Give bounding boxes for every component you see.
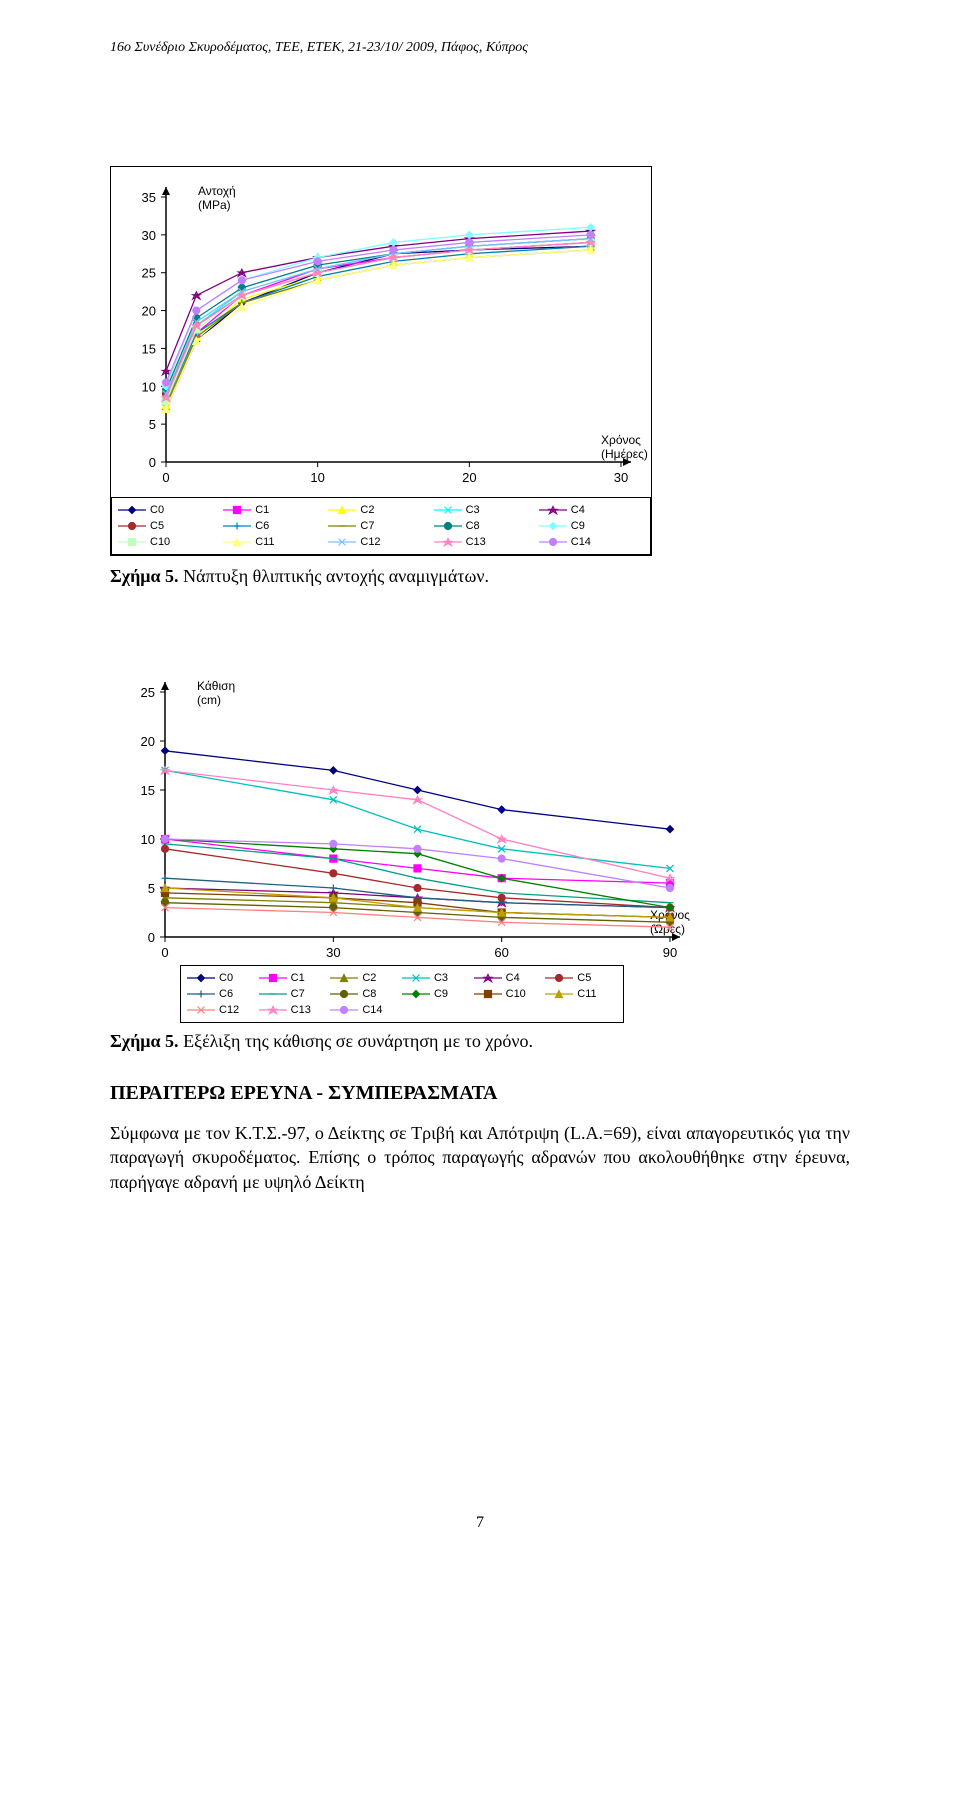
chart-1: 0 10 20 30 0 5 10 15 20 25 30 35 Αντοχή(MPa) Χρόνος(Η… — [111, 167, 651, 497]
legend-item: C12 — [328, 534, 433, 550]
svg-text:20: 20 — [142, 304, 156, 319]
legend-item: C7 — [259, 986, 331, 1002]
legend-item: C10 — [118, 534, 223, 550]
legend-item: C0 — [187, 970, 259, 986]
svg-text:5: 5 — [149, 417, 156, 432]
svg-text:(Ημέρες): (Ημέρες) — [601, 447, 648, 461]
svg-text:25: 25 — [142, 266, 156, 281]
legend-item: C6 — [223, 518, 328, 534]
chart-2-legend: C0C1C2C3C4C5 C6C7C8C9C10C11 C12C13C14 — [180, 965, 624, 1023]
legend-item: C1 — [223, 502, 328, 518]
figure-2-caption: Σχήμα 5. Εξέλιξη της κάθισης σε συνάρτησ… — [110, 1031, 850, 1052]
svg-text:20: 20 — [141, 734, 155, 749]
legend-item: C14 — [539, 534, 644, 550]
legend-item: C1 — [259, 970, 331, 986]
chart-1-legend: C0C1C2C3C4 C5C6C7C8C9 C10C11C12C13C14 — [111, 497, 651, 555]
legend-item: C0 — [118, 502, 223, 518]
svg-text:10: 10 — [141, 832, 155, 847]
svg-text:(MPa): (MPa) — [198, 198, 231, 212]
legend-item: C6 — [187, 986, 259, 1002]
legend-item: C2 — [330, 970, 402, 986]
section-heading: ΠΕΡΑΙΤΕΡΩ ΕΡΕΥΝΑ - ΣΥΜΠΕΡΑΣΜΑΤΑ — [110, 1082, 850, 1105]
svg-text:90: 90 — [663, 945, 677, 960]
legend-item: C3 — [402, 970, 474, 986]
legend-item: C5 — [118, 518, 223, 534]
legend-item: C5 — [545, 970, 617, 986]
legend-item: C9 — [402, 986, 474, 1002]
svg-text:5: 5 — [148, 881, 155, 896]
svg-text:0: 0 — [162, 470, 169, 485]
legend-item: C12 — [187, 1002, 259, 1018]
svg-text:30: 30 — [142, 228, 156, 243]
svg-text:Χρόνος: Χρόνος — [601, 433, 641, 447]
chart-2: 03060900510152025Κάθιση(cm)Χρόνος(Ώρες) — [110, 667, 710, 967]
svg-text:(cm): (cm) — [197, 693, 221, 707]
legend-item: C7 — [328, 518, 433, 534]
svg-text:30: 30 — [326, 945, 340, 960]
legend-item: C11 — [223, 534, 328, 550]
figure-1: 0 10 20 30 0 5 10 15 20 25 30 35 Αντοχή(MPa) Χρόνος(Η… — [110, 166, 652, 556]
paragraph: Σύμφωνα με τον Κ.Τ.Σ.-97, ο Δείκτης σε Τ… — [110, 1121, 850, 1194]
legend-item: C13 — [259, 1002, 331, 1018]
svg-text:10: 10 — [142, 379, 156, 394]
legend-item: C13 — [434, 534, 539, 550]
svg-text:10: 10 — [310, 470, 324, 485]
svg-text:25: 25 — [141, 685, 155, 700]
page-header: 16ο Συνέδριο Σκυροδέματος, ΤΕΕ, ΕΤΕΚ, 21… — [110, 40, 850, 56]
figure-2: 03060900510152025Κάθιση(cm)Χρόνος(Ώρες) … — [110, 667, 710, 1023]
svg-text:Κάθιση: Κάθιση — [197, 679, 235, 693]
svg-text:60: 60 — [494, 945, 508, 960]
legend-item: C8 — [330, 986, 402, 1002]
legend-item: C11 — [545, 986, 617, 1002]
svg-text:0: 0 — [161, 945, 168, 960]
legend-item: C4 — [474, 970, 546, 986]
svg-text:35: 35 — [142, 190, 156, 205]
legend-item: C3 — [434, 502, 539, 518]
legend-item: C8 — [434, 518, 539, 534]
svg-text:0: 0 — [149, 455, 156, 470]
legend-item: C10 — [474, 986, 546, 1002]
svg-text:15: 15 — [142, 341, 156, 356]
legend-item: C9 — [539, 518, 644, 534]
page-number: 7 — [110, 1514, 850, 1532]
legend-item: C14 — [330, 1002, 402, 1018]
figure-1-caption: Σχήμα 5. Νάπτυξη θλιπτικής αντοχής αναμι… — [110, 566, 850, 587]
svg-text:30: 30 — [614, 470, 628, 485]
legend-item: C2 — [328, 502, 433, 518]
svg-text:0: 0 — [148, 930, 155, 945]
svg-text:15: 15 — [141, 783, 155, 798]
svg-text:Αντοχή: Αντοχή — [198, 184, 236, 198]
legend-item: C4 — [539, 502, 644, 518]
svg-text:20: 20 — [462, 470, 476, 485]
